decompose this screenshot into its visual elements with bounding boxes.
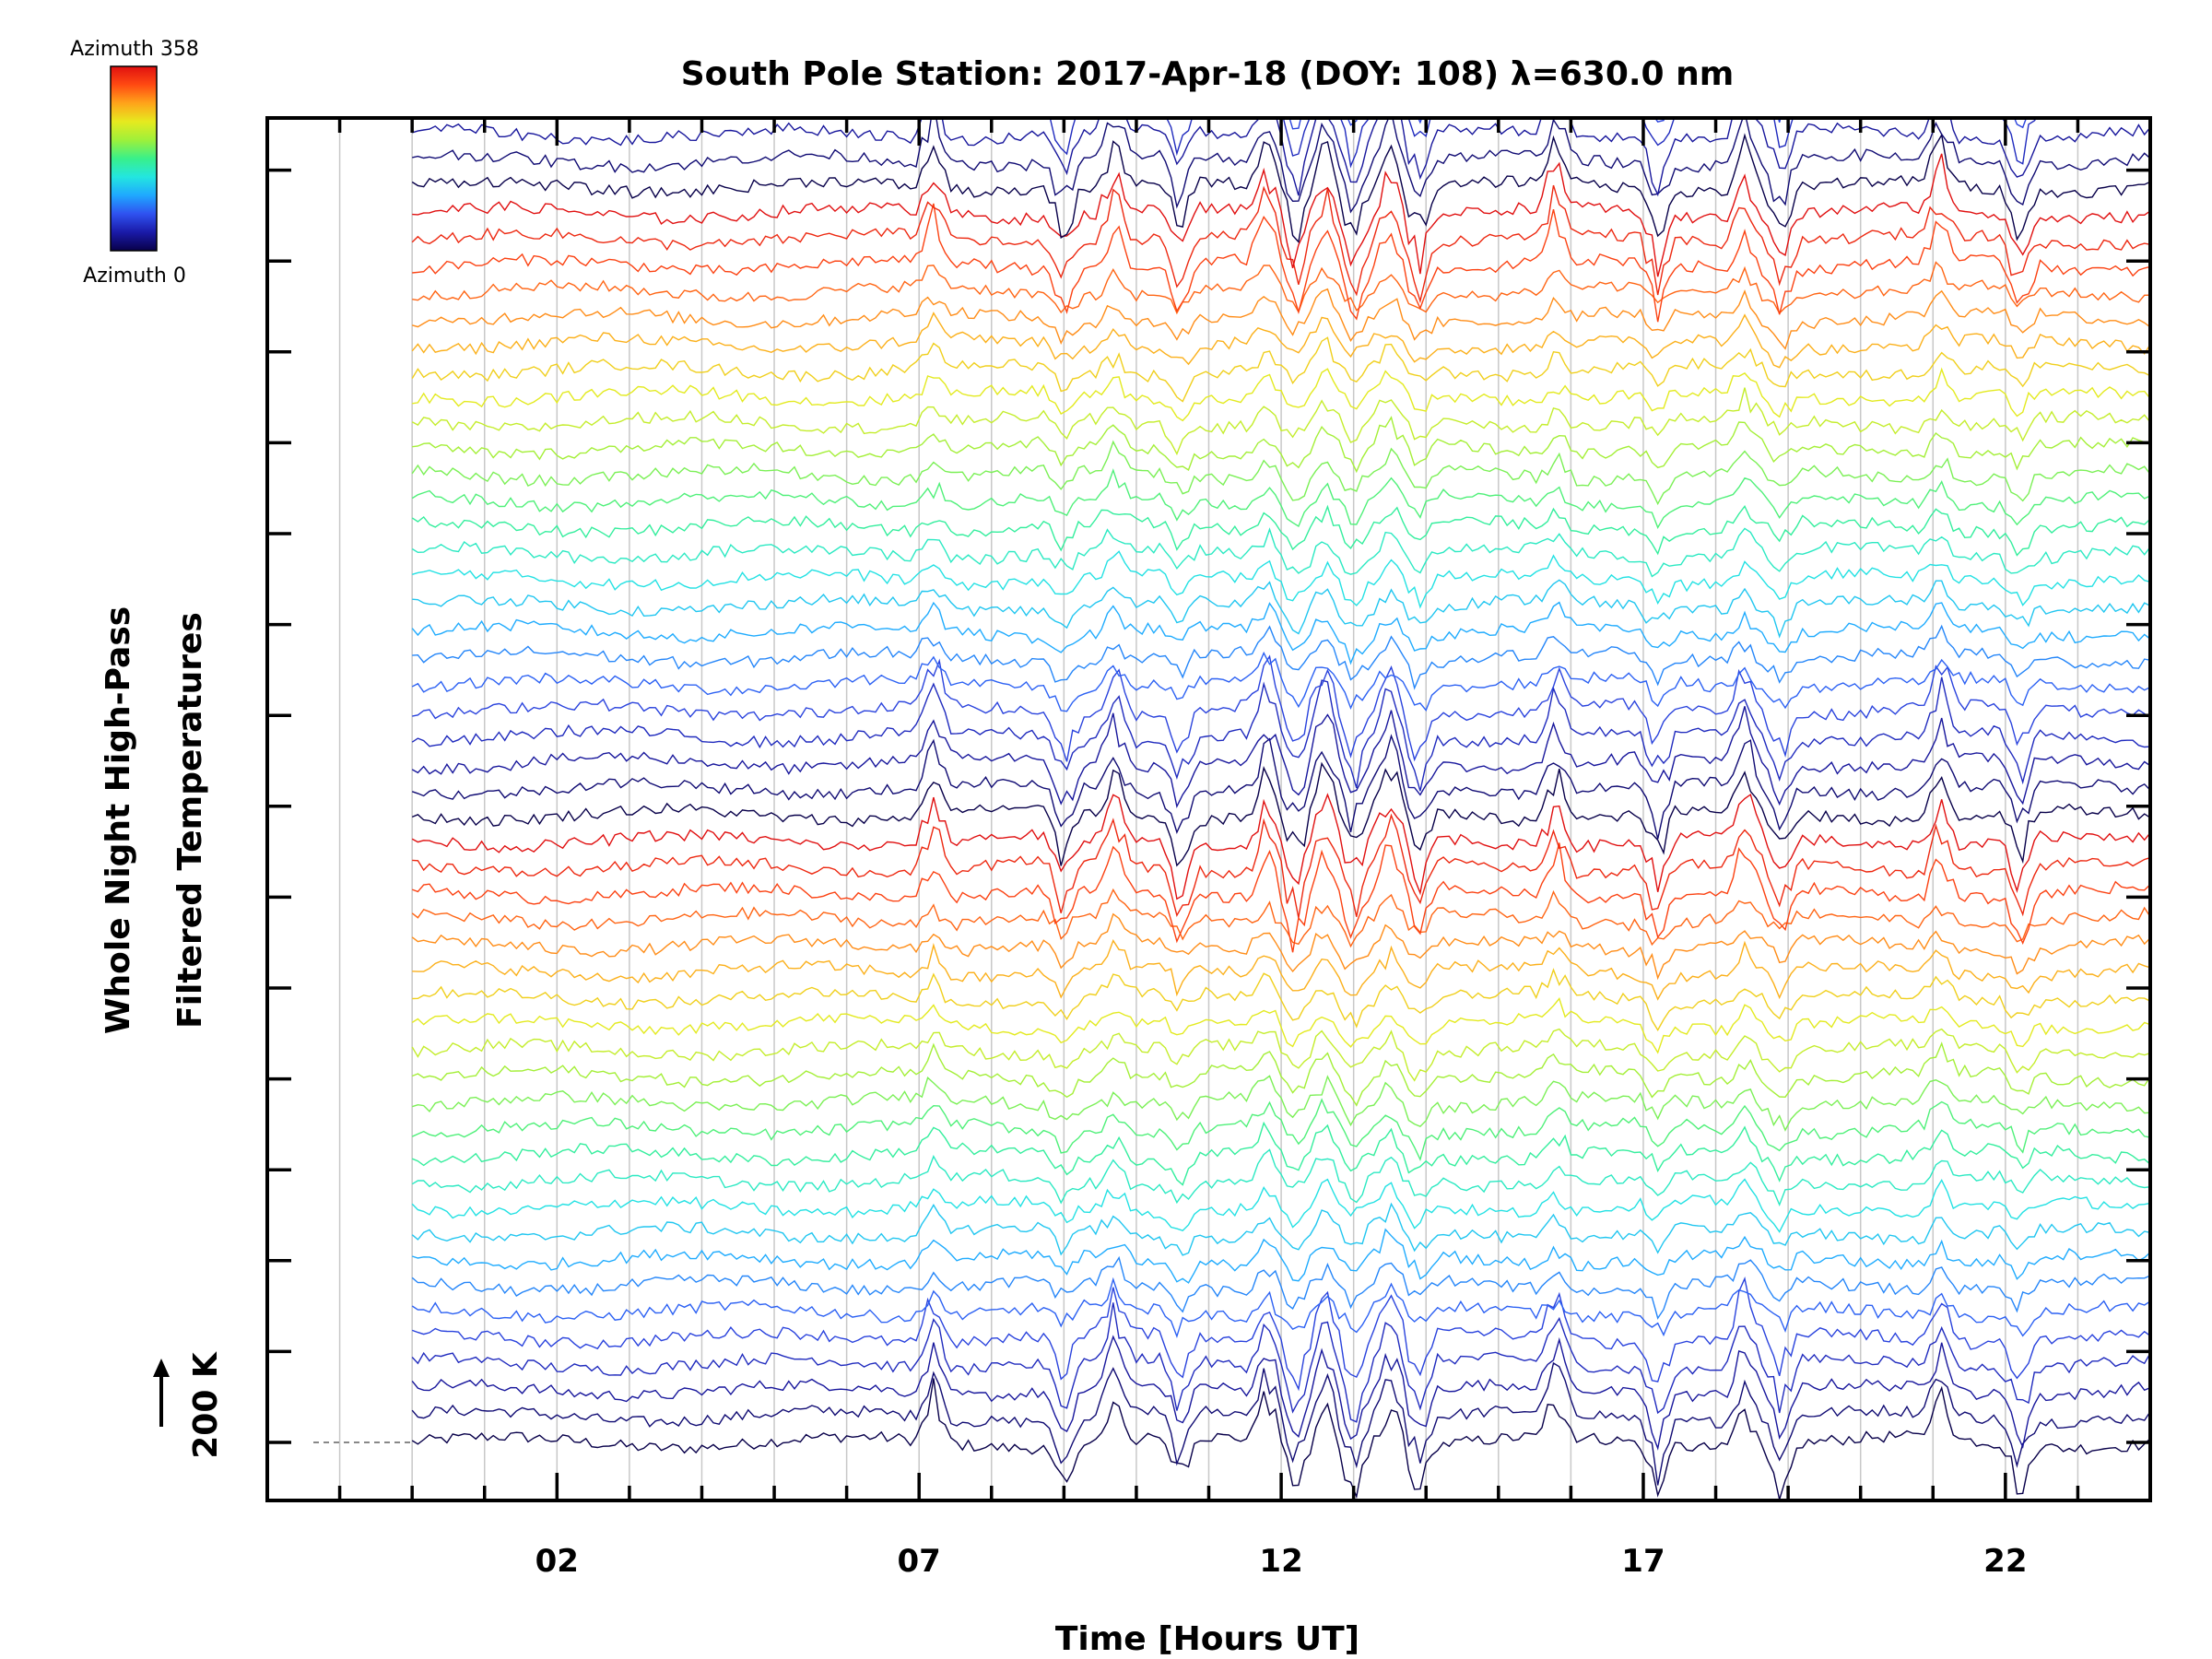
colorbar-legend: Azimuth 358 Azimuth 0 bbox=[70, 38, 199, 288]
series-line bbox=[411, 1178, 2150, 1233]
series-line bbox=[411, 1228, 2150, 1284]
series-line bbox=[411, 793, 2150, 900]
legend-top-label: Azimuth 358 bbox=[70, 38, 199, 61]
series-line bbox=[411, 734, 2150, 840]
series-line bbox=[412, 654, 2150, 762]
series-line bbox=[411, 1028, 2150, 1082]
series-line bbox=[412, 0, 2150, 3]
series-line bbox=[412, 579, 2150, 639]
y-axis-label-line1: Whole Night High-Pass bbox=[100, 606, 137, 1034]
series-line bbox=[412, 288, 2150, 350]
series-line bbox=[412, 1, 2150, 59]
series-line bbox=[411, 1277, 2150, 1339]
colorbar bbox=[110, 65, 158, 252]
x-tick-label: 02 bbox=[535, 1543, 579, 1580]
series-line bbox=[411, 842, 2150, 953]
x-tick-labels: 02 07 12 17 22 bbox=[535, 1543, 2028, 1580]
scale-arrow-head bbox=[153, 1359, 170, 1377]
series-line bbox=[411, 440, 2150, 506]
series-line bbox=[411, 651, 2150, 712]
x-tick-label: 12 bbox=[1259, 1543, 1302, 1580]
y-axis-label: Whole Night High-Pass Filtered Temperatu… bbox=[100, 606, 209, 1034]
series-group bbox=[411, 0, 2150, 1500]
y-axis-label-line2: Filtered Temperatures bbox=[171, 612, 209, 1029]
series-line bbox=[411, 1121, 2150, 1186]
series-line bbox=[411, 912, 2150, 981]
series-line bbox=[411, 1148, 2150, 1206]
series-line bbox=[411, 468, 2150, 530]
series-line bbox=[411, 1075, 2150, 1132]
series-line bbox=[412, 203, 2150, 323]
series-line bbox=[411, 1098, 2150, 1162]
series-line bbox=[411, 504, 2150, 557]
series-line bbox=[411, 527, 2150, 578]
series-line bbox=[411, 761, 2150, 867]
series-line bbox=[411, 312, 2150, 369]
series-line bbox=[412, 367, 2150, 422]
series-line bbox=[411, 601, 2150, 665]
series-line bbox=[412, 153, 2150, 277]
x-tick-label: 17 bbox=[1621, 1543, 1665, 1580]
series-line bbox=[411, 1378, 2150, 1500]
series-line bbox=[411, 133, 2150, 244]
grid bbox=[338, 118, 2079, 1500]
series-line bbox=[411, 997, 2150, 1054]
x-axis-label: Time [Hours UT] bbox=[1055, 1620, 1359, 1658]
series-line bbox=[411, 888, 2150, 948]
series-line bbox=[412, 624, 2150, 690]
chart-title: South Pole Station: 2017-Apr-18 (DOY: 10… bbox=[681, 55, 1735, 93]
series-line bbox=[411, 184, 2150, 304]
series-line bbox=[411, 550, 2150, 609]
x-tick-label: 22 bbox=[1983, 1543, 2027, 1580]
series-line bbox=[411, 706, 2150, 809]
series-line bbox=[411, 1255, 2150, 1320]
series-line bbox=[411, 1277, 2150, 1392]
series-line bbox=[412, 118, 2150, 214]
series-line bbox=[411, 1361, 2150, 1486]
series-line bbox=[412, 261, 2150, 315]
series-line bbox=[412, 938, 2150, 1001]
series-line bbox=[412, 0, 2150, 26]
series-line bbox=[411, 677, 2150, 792]
axis-ticks bbox=[267, 118, 2150, 1500]
x-tick-label: 07 bbox=[898, 1543, 941, 1580]
series-line bbox=[411, 1202, 2150, 1256]
series-line bbox=[411, 1302, 2150, 1423]
series-line bbox=[412, 416, 2150, 474]
legend-bottom-label: Azimuth 0 bbox=[83, 265, 186, 288]
series-line bbox=[411, 1335, 2150, 1451]
series-line bbox=[412, 968, 2150, 1031]
scale-indicator: 200 K bbox=[153, 1351, 225, 1459]
scale-label: 200 K bbox=[187, 1351, 225, 1459]
series-line bbox=[411, 1041, 2150, 1107]
series-line bbox=[411, 387, 2150, 456]
series-line bbox=[411, 336, 2150, 403]
series-line bbox=[412, 813, 2150, 918]
